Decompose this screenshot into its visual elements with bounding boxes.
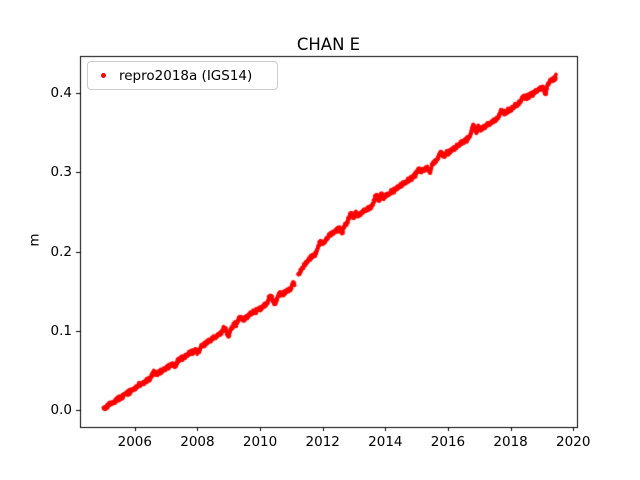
chart-title: CHAN E xyxy=(296,35,361,54)
x-tick-label: 2016 xyxy=(430,434,466,450)
x-tick-label: 2012 xyxy=(305,434,340,450)
legend-marker-dot-icon xyxy=(101,73,106,78)
x-tick-label: 2014 xyxy=(368,434,403,450)
x-tick-label: 2020 xyxy=(556,434,591,450)
y-tick-label: 0.0 xyxy=(50,401,72,418)
x-tick-label: 2018 xyxy=(493,434,528,450)
x-tick-label: 2006 xyxy=(117,434,152,450)
y-tick-label: 0.1 xyxy=(50,322,72,339)
y-tick-label: 0.4 xyxy=(50,85,72,102)
y-tick-label: 0.2 xyxy=(50,243,72,260)
legend: repro2018a (IGS14) xyxy=(87,61,278,90)
y-axis-label: m xyxy=(26,233,43,247)
y-tick-label: 0.3 xyxy=(50,164,72,181)
legend-entry-label: repro2018a (IGS14) xyxy=(119,67,253,84)
x-tick-label: 2008 xyxy=(180,434,215,450)
x-tick-label: 2010 xyxy=(242,434,278,450)
